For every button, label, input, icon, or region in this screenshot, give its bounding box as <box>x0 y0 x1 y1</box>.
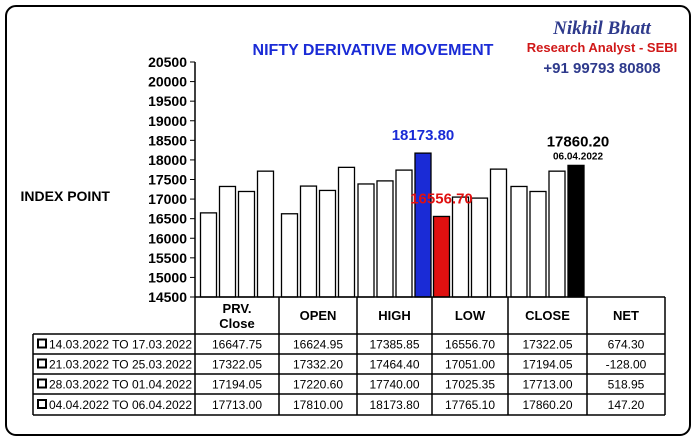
legend-marker <box>37 358 47 369</box>
table-header-net: NET <box>613 308 639 323</box>
table-cell: 17713.00 <box>522 378 572 392</box>
bar-value-label: 16556.70 <box>410 190 473 207</box>
chart-title: NIFTY DERIVATIVE MOVEMENT <box>253 42 494 59</box>
table-cell: 17322.05 <box>212 358 262 372</box>
table-cell: 17810.00 <box>293 398 343 412</box>
bar <box>451 196 470 298</box>
table-header-cell: LOW <box>455 308 486 323</box>
y-tick-label: 16500 <box>148 211 187 227</box>
bar <box>357 183 375 298</box>
bar <box>489 168 508 298</box>
bar <box>299 185 318 298</box>
bar <box>199 212 218 298</box>
table-cell: 17051.00 <box>445 358 495 372</box>
bar-value-label: 17860.20 <box>547 133 610 150</box>
table-period-label: 28.03.2022 TO 01.04.2022 <box>49 378 192 392</box>
bar <box>237 190 256 298</box>
table-net-cell: 518.95 <box>608 378 645 392</box>
table-net-cell: 674.30 <box>608 338 645 352</box>
bar <box>395 169 413 298</box>
table-period-label: 04.04.2022 TO 06.04.2022 <box>49 398 192 412</box>
bar <box>280 213 299 298</box>
brand-name: Nikhil Bhatt <box>552 18 651 39</box>
table-cell: 17194.05 <box>212 378 262 392</box>
bar <box>337 166 356 298</box>
bar <box>470 197 489 298</box>
table-cell: 17332.20 <box>293 358 343 372</box>
legend-marker <box>37 338 47 349</box>
table-cell: 18173.80 <box>369 398 419 412</box>
table-period-label: 21.03.2022 TO 25.03.2022 <box>49 358 192 372</box>
y-tick-label: 20500 <box>148 54 187 70</box>
bar <box>256 170 275 298</box>
table-cell: 16647.75 <box>212 338 262 352</box>
table-cell: 17464.40 <box>369 358 419 372</box>
brand-role: Research Analyst - SEBI <box>527 40 678 55</box>
table-cell: 17025.35 <box>445 378 495 392</box>
table-header-cell: OPEN <box>300 308 337 323</box>
legend-marker <box>37 399 47 409</box>
table-cell: 16556.70 <box>445 338 495 352</box>
table-cell: 17322.05 <box>522 338 572 352</box>
brand-phone: +91 99793 80808 <box>543 60 660 77</box>
bar <box>529 190 547 298</box>
table-header-cell: CLOSE <box>525 308 570 323</box>
legend-marker <box>37 378 47 389</box>
y-tick-label: 18500 <box>148 132 187 148</box>
table-cell: 17220.60 <box>293 378 343 392</box>
bar <box>318 189 337 298</box>
table-row: 28.03.2022 TO 01.04.2022 17194.05 17220.60… <box>37 378 645 392</box>
bar <box>432 215 451 298</box>
y-tick-label: 15000 <box>148 269 187 285</box>
table-net-cell: 147.20 <box>608 398 645 412</box>
table-row: 21.03.2022 TO 25.03.2022 17322.05 17332.20… <box>37 358 647 372</box>
y-tick-label: 16000 <box>148 230 187 246</box>
data-table: PRV.Close OPEN HIGH LOW CLOSE NET 14.03.2022 T… <box>32 296 666 416</box>
table-cell: 17740.00 <box>369 378 419 392</box>
bar <box>414 152 432 298</box>
table-row: 04.04.2022 TO 06.04.2022 17713.00 17810.00… <box>37 398 645 412</box>
bar <box>510 185 528 298</box>
table-header-cell: Close <box>219 316 254 331</box>
table-header-cell: HIGH <box>378 308 411 323</box>
y-tick-label: 20000 <box>148 74 187 90</box>
table-row: 14.03.2022 TO 17.03.2022 16647.75 16624.95… <box>37 338 645 352</box>
y-tick-label: 19000 <box>148 113 187 129</box>
y-axis: 14500 15000 15500 16000 16500 17000 17500 18000… <box>148 54 196 305</box>
table-header-cell: PRV. <box>223 301 252 316</box>
table-cell: 17860.20 <box>522 398 572 412</box>
table-cell: 16624.95 <box>293 338 343 352</box>
bar <box>567 164 585 298</box>
y-axis-label: INDEX POINT <box>21 188 111 204</box>
y-tick-label: 19500 <box>148 93 187 109</box>
y-tick-label: 15500 <box>148 250 187 266</box>
bar-value-label: 18173.80 <box>392 127 455 144</box>
table-cell: 17385.85 <box>369 338 419 352</box>
table-period-label: 14.03.2022 TO 17.03.2022 <box>49 338 192 352</box>
y-tick-label: 14500 <box>148 289 187 305</box>
bar <box>376 180 394 298</box>
table-cell: 17713.00 <box>212 398 262 412</box>
table-cell: 17194.05 <box>522 358 572 372</box>
table-net-cell: -128.00 <box>606 358 647 372</box>
table-cell: 17765.10 <box>445 398 495 412</box>
y-tick-label: 18000 <box>148 152 187 168</box>
y-tick-label: 17000 <box>148 191 187 207</box>
bar <box>218 185 237 298</box>
bar-date-label: 06.04.2022 <box>553 151 603 162</box>
y-tick-label: 17500 <box>148 172 187 188</box>
bar <box>548 170 566 298</box>
